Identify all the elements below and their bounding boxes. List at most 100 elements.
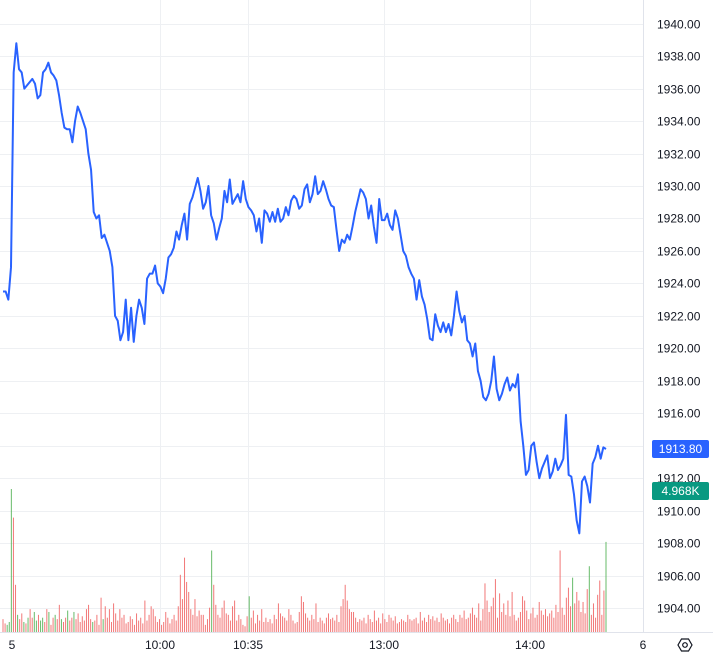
volume-bar bbox=[503, 603, 505, 632]
volume-bar bbox=[463, 610, 465, 632]
volume-bar bbox=[305, 613, 307, 632]
volume-bar bbox=[2, 619, 4, 632]
volume-bar bbox=[350, 611, 352, 632]
volume-bar bbox=[215, 604, 217, 632]
volume-bar bbox=[359, 619, 361, 632]
volume-bar bbox=[121, 617, 123, 632]
volume-bar bbox=[42, 617, 44, 632]
volume-bar bbox=[365, 623, 367, 632]
volume-bar bbox=[144, 600, 146, 632]
volume-bar bbox=[94, 620, 96, 632]
volume-bar bbox=[515, 620, 517, 632]
volume-bar bbox=[6, 624, 8, 632]
volume-bar bbox=[25, 623, 27, 632]
volume-bar bbox=[494, 579, 496, 632]
volume-bar bbox=[394, 616, 396, 632]
volume-bar bbox=[507, 600, 509, 632]
volume-bar bbox=[555, 604, 557, 632]
price-line bbox=[3, 42, 607, 535]
x-tick-label: 10:00 bbox=[145, 638, 175, 652]
volume-bar bbox=[108, 609, 110, 632]
volume-bar bbox=[271, 623, 273, 632]
volume-bar bbox=[192, 614, 194, 632]
volume-bar bbox=[98, 624, 100, 632]
volume-bar bbox=[85, 609, 87, 632]
volume-bar bbox=[275, 619, 277, 632]
volume-bar bbox=[363, 617, 365, 632]
volume-bar bbox=[323, 623, 325, 632]
volume-bar bbox=[457, 621, 459, 632]
volume-bar bbox=[432, 616, 434, 632]
volume-bar bbox=[327, 613, 329, 632]
volume-bar bbox=[90, 619, 92, 632]
volume-bar bbox=[229, 620, 231, 632]
volume-bar bbox=[123, 614, 125, 632]
volume-bar bbox=[401, 619, 403, 632]
volume-bar bbox=[361, 620, 363, 632]
volume-bar bbox=[81, 616, 83, 632]
volume-bar bbox=[413, 619, 415, 632]
volume-bar bbox=[10, 489, 12, 632]
volume-bar bbox=[288, 609, 290, 632]
volume-bar bbox=[252, 610, 254, 632]
volume-bar bbox=[19, 619, 21, 632]
volume-bar bbox=[156, 621, 158, 632]
volume-bar bbox=[148, 614, 150, 632]
y-tick-label: 1926.00 bbox=[657, 245, 701, 259]
volume-bar bbox=[411, 620, 413, 632]
volume-bar bbox=[384, 619, 386, 632]
volume-bar bbox=[173, 614, 175, 632]
volume-bar bbox=[131, 619, 133, 632]
volume-bar bbox=[357, 621, 359, 632]
volume-bar bbox=[346, 600, 348, 632]
volume-bar bbox=[198, 610, 200, 632]
volume-bar bbox=[69, 620, 71, 632]
volume-bar bbox=[434, 620, 436, 632]
volume-bar bbox=[280, 613, 282, 632]
volume-bar bbox=[371, 621, 373, 632]
volume-bar bbox=[181, 599, 183, 632]
volume-bar bbox=[415, 617, 417, 632]
volume-bar bbox=[202, 614, 204, 632]
volume-bar bbox=[127, 621, 129, 632]
volume-bar bbox=[257, 614, 259, 632]
volume-bar bbox=[428, 614, 430, 632]
volume-bar bbox=[513, 614, 515, 632]
volume-bar bbox=[313, 619, 315, 632]
price-axis[interactable]: 1940.00 1938.00 1936.00 1934.00 1932.00 1930.… bbox=[643, 0, 701, 632]
settings-icon[interactable] bbox=[677, 638, 693, 652]
volume-bar bbox=[584, 613, 586, 632]
volume-bar bbox=[436, 617, 438, 632]
volume-bar bbox=[396, 623, 398, 632]
volume-bar bbox=[561, 607, 563, 632]
volume-bar bbox=[254, 623, 256, 632]
volume-bar bbox=[551, 610, 553, 632]
volume-bar bbox=[348, 609, 350, 632]
time-axis[interactable]: 5 10:00 10:35 13:00 14:00 6 bbox=[0, 632, 713, 653]
volume-bar bbox=[440, 613, 442, 632]
y-tick-label: 1928.00 bbox=[657, 212, 701, 226]
volume-bar bbox=[459, 614, 461, 632]
y-tick-label: 1932.00 bbox=[657, 148, 701, 162]
volume-bar bbox=[488, 611, 490, 632]
volume-bar bbox=[119, 609, 121, 632]
volume-bar bbox=[330, 619, 332, 632]
volume-bar bbox=[497, 617, 498, 632]
volume-bar bbox=[161, 624, 163, 632]
volume-bar bbox=[482, 609, 484, 632]
volume-bar bbox=[204, 624, 206, 632]
x-tick-label: 13:00 bbox=[369, 638, 399, 652]
volume-bar bbox=[547, 616, 549, 632]
y-tick-label: 1924.00 bbox=[657, 277, 701, 291]
volume-bar bbox=[442, 617, 444, 632]
volume-bar bbox=[48, 611, 50, 632]
volume-bar bbox=[474, 614, 476, 632]
volume-bar bbox=[315, 603, 317, 632]
volume-bar bbox=[50, 624, 52, 632]
volume-bar bbox=[501, 611, 503, 632]
volume-bar bbox=[519, 611, 521, 632]
volume-bar bbox=[511, 591, 513, 632]
volume-bar bbox=[219, 617, 221, 632]
volume-bar bbox=[576, 591, 578, 632]
